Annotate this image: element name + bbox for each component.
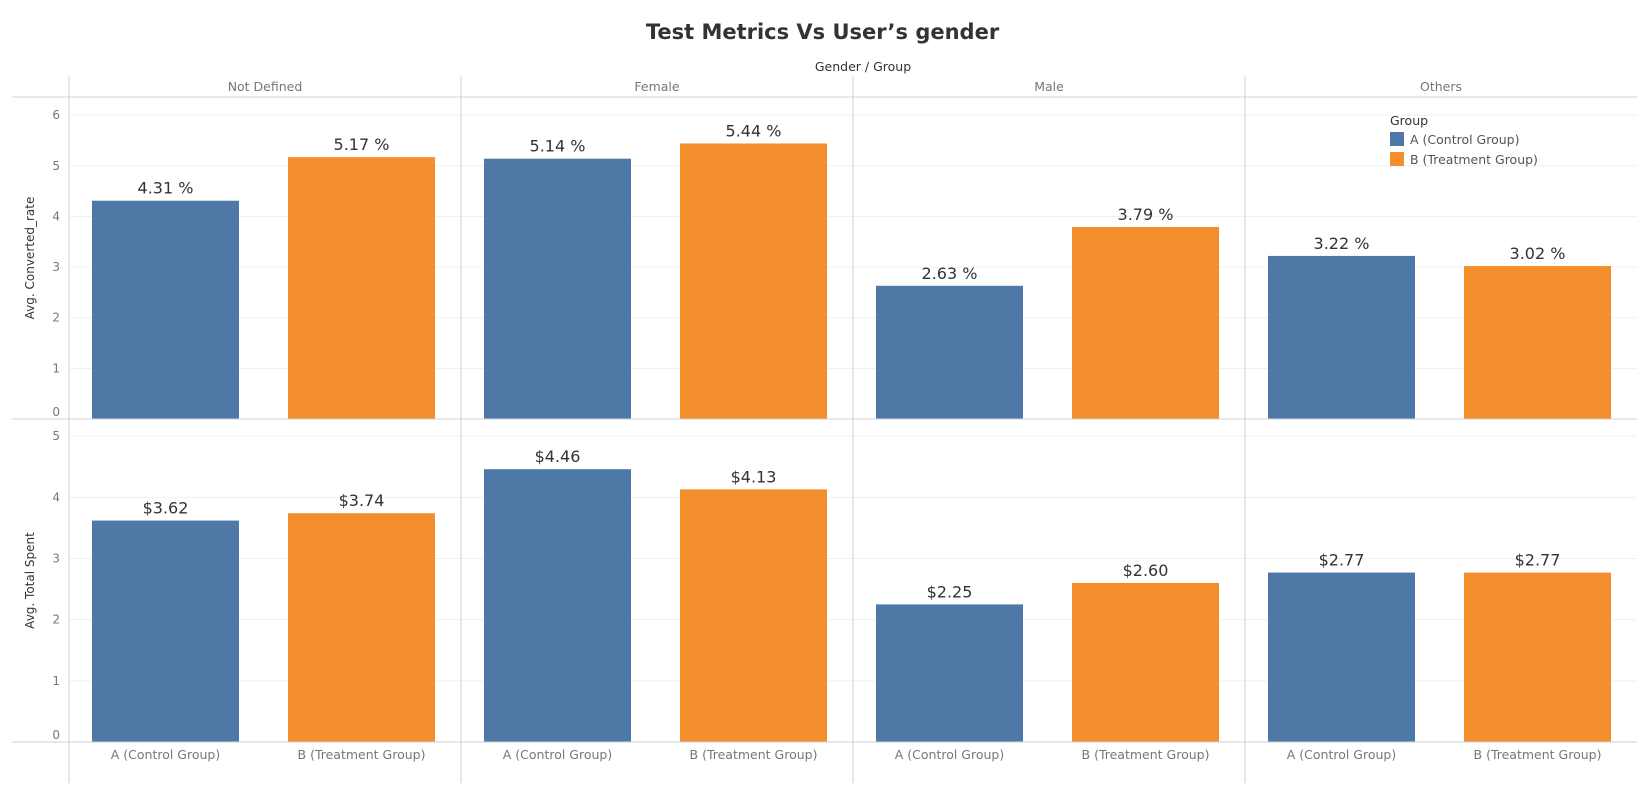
data-label: $3.62 [143,499,189,518]
y-tick-label: 2 [52,613,60,627]
data-label: $4.13 [731,467,777,486]
data-label: $2.77 [1515,551,1561,570]
panel-header-not-defined: Not Defined [228,79,303,94]
y-tick-label: 4 [52,209,60,223]
data-label: 5.44 % [726,121,782,140]
y-axis-title: Avg. Converted_rate [23,197,37,320]
y-tick-label: 3 [52,552,60,566]
legend-swatch [1390,132,1404,146]
x-tick-label: A (Control Group) [111,747,221,762]
data-label: 3.22 % [1314,234,1370,253]
data-label: 3.79 % [1118,205,1174,224]
y-tick-label: 6 [52,108,60,122]
bar [92,520,239,742]
panel-header-female: Female [634,79,680,94]
panel-header-others: Others [1420,79,1462,94]
bar [1464,572,1611,742]
x-tick-label: A (Control Group) [503,747,613,762]
bar [288,157,435,419]
bar [484,158,631,419]
bar [680,489,827,742]
bar [680,143,827,419]
x-tick-label: A (Control Group) [895,747,1005,762]
legend-label: A (Control Group) [1410,132,1520,147]
y-axis-title: Avg. Total Spent [23,532,37,629]
bar [1464,266,1611,419]
data-label: $3.74 [339,491,385,510]
y-tick-label: 1 [52,361,60,375]
bar [288,513,435,742]
legend-label: B (Treatment Group) [1410,152,1538,167]
data-label: $2.77 [1319,551,1365,570]
bar [1072,227,1219,419]
data-label: $2.25 [927,582,973,601]
x-tick-label: B (Treatment Group) [1082,747,1210,762]
legend-swatch [1390,152,1404,166]
data-label: 3.02 % [1510,244,1566,263]
x-tick-label: A (Control Group) [1287,747,1397,762]
column-field-label: Gender / Group [815,59,911,74]
bar [92,200,239,419]
data-label: 5.17 % [334,135,390,154]
data-label: $4.46 [535,447,581,466]
y-tick-label: 3 [52,260,60,274]
data-label: 2.63 % [922,264,978,283]
y-tick-label: 0 [52,405,60,419]
bar [876,285,1023,419]
y-tick-label: 2 [52,311,60,325]
y-tick-label: 1 [52,674,60,688]
y-tick-label: 5 [52,159,60,173]
chart-title: Test Metrics Vs User’s gender [645,20,1000,44]
bar [1268,572,1415,742]
x-tick-label: B (Treatment Group) [1474,747,1602,762]
y-tick-label: 0 [52,728,60,742]
bar [1268,255,1415,419]
data-label: $2.60 [1123,561,1169,580]
y-tick-label: 5 [52,429,60,443]
panel-header-male: Male [1034,79,1064,94]
x-tick-label: B (Treatment Group) [298,747,426,762]
data-label: 5.14 % [530,137,586,156]
data-label: 4.31 % [138,179,194,198]
x-tick-label: B (Treatment Group) [690,747,818,762]
legend-title: Group [1390,113,1428,128]
bar [484,469,631,742]
bar [1072,582,1219,742]
y-tick-label: 4 [52,490,60,504]
bar [876,604,1023,742]
